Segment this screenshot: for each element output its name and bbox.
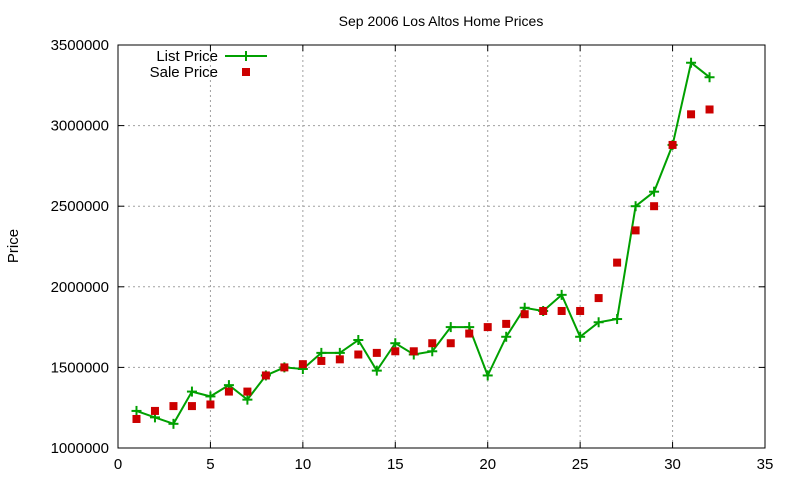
sale-price-point (483, 323, 492, 332)
x-tick-label: 15 (387, 456, 404, 473)
sale-price-point (687, 110, 696, 119)
sale-price-point (335, 355, 344, 364)
y-tick-label: 3000000 (51, 118, 109, 135)
sale-price-point (354, 350, 363, 359)
sale-price-point (539, 306, 548, 315)
list-price-point (501, 331, 512, 342)
list-price-point (630, 201, 641, 212)
sale-price-point (631, 226, 640, 235)
sale-price-point (391, 347, 400, 356)
series-layer (131, 57, 715, 429)
sale-price-point (594, 294, 603, 303)
y-tick-label: 2500000 (51, 198, 109, 215)
x-tick-label: 5 (206, 456, 214, 473)
sale-price-point (132, 414, 141, 423)
sale-price-point (650, 202, 659, 211)
list-price-point (612, 314, 623, 325)
sale-price-point (520, 310, 529, 319)
list-price-point (353, 334, 364, 345)
list-price-point (371, 365, 382, 376)
list-price-point (704, 72, 715, 83)
sale-price-point (668, 140, 677, 149)
list-price-point (575, 331, 586, 342)
sale-price-point (243, 387, 252, 396)
list-price-point (205, 391, 216, 402)
list-price-point (482, 370, 493, 381)
sale-price-point (576, 306, 585, 315)
sale-price-point (465, 329, 474, 338)
axis-ticks: 0 5 10 15 20 25 30 35 1000000 1500000 2000000 25000… (51, 37, 774, 473)
list-price-point (427, 346, 438, 357)
y-axis-label: Price (5, 229, 22, 263)
sale-price-point (502, 319, 511, 328)
legend-sample-sale-price (242, 68, 250, 76)
list-price-point (186, 386, 197, 397)
list-price-point (556, 289, 567, 300)
sale-price-point (150, 406, 159, 415)
sale-price-point (557, 306, 566, 315)
grid-layer (118, 45, 765, 448)
sale-price-point (224, 387, 233, 396)
sale-price-point (613, 258, 622, 267)
sale-price-point (446, 339, 455, 348)
list-price-point (445, 322, 456, 333)
sale-price-point (169, 402, 178, 411)
x-tick-label: 35 (757, 456, 774, 473)
y-tick-label: 1500000 (51, 359, 109, 376)
sale-price-point (372, 348, 381, 357)
legend-marker-list-price (241, 51, 251, 61)
legend-sample-list-price (225, 51, 267, 61)
list-price-point (131, 405, 142, 416)
sale-price-point (705, 105, 714, 114)
sale-price-point (280, 363, 289, 372)
y-tick-label: 2000000 (51, 279, 109, 296)
sale-price-point (317, 356, 326, 365)
list-price-point (686, 57, 697, 68)
list-price-line (136, 60, 711, 426)
x-tick-label: 10 (295, 456, 312, 473)
legend-label-sale-price: Sale Price (150, 64, 218, 81)
y-tick-label: 3500000 (51, 37, 109, 54)
list-price-point (593, 317, 604, 328)
list-price-point (649, 186, 660, 197)
legend-label-list-price: List Price (156, 48, 218, 65)
x-tick-label: 25 (572, 456, 589, 473)
list-price-point (242, 394, 253, 405)
legend-marker-sale-price (242, 68, 250, 76)
sale-price-point (187, 402, 196, 411)
legend: List Price Sale Price (150, 48, 267, 81)
x-tick-label: 30 (664, 456, 681, 473)
sale-price-point (261, 371, 270, 380)
plot-frame (117, 44, 766, 449)
x-tick-label: 0 (114, 456, 122, 473)
chart-title: Sep 2006 Los Altos Home Prices (339, 13, 544, 29)
list-price-point (390, 338, 401, 349)
y-tick-label: 1000000 (51, 440, 109, 457)
list-price-point (316, 347, 327, 358)
sale-price-point (298, 360, 307, 369)
sale-price-point (206, 400, 215, 409)
x-tick-label: 20 (479, 456, 496, 473)
list-price-point (168, 418, 179, 429)
sale-price-point (409, 347, 418, 356)
sale-price-point (428, 339, 437, 348)
